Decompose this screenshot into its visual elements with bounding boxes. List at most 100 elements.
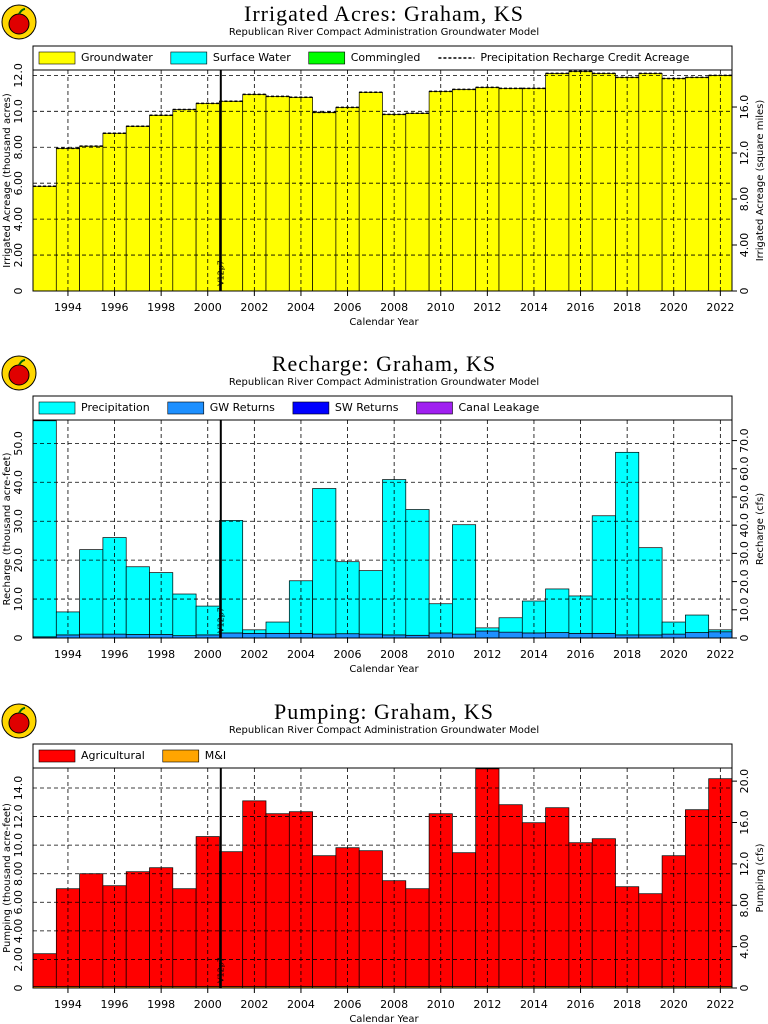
legend-label: SW Returns (335, 401, 399, 414)
x-tick-label: 2000 (194, 301, 222, 314)
bar (358, 570, 383, 635)
legend-swatch (416, 401, 453, 415)
legend-swatch (167, 401, 205, 415)
x-tick-label: 2018 (613, 648, 641, 661)
y2-tick-label: 16.0 (738, 810, 751, 835)
bar (591, 632, 616, 639)
x-tick-label: 2004 (287, 648, 315, 661)
y-axis-label: Pumping (thousand acre-feet) (2, 803, 13, 953)
legend-label: Surface Water (213, 51, 291, 64)
bar (79, 633, 104, 639)
x-tick-label: 2012 (473, 648, 501, 661)
legend-swatch (292, 401, 330, 415)
y-tick-label: 4.00 (12, 207, 25, 232)
bar (452, 852, 477, 987)
annotation-label: V12p7 (216, 260, 225, 286)
x-tick-label: 1996 (101, 648, 129, 661)
x-tick-label: 2006 (334, 648, 362, 661)
bar (615, 451, 640, 636)
y-tick-label: 40.0 (12, 470, 25, 495)
y2-tick-label: 16.0 (738, 95, 751, 120)
x-tick-label: 2014 (520, 648, 548, 661)
bar (172, 109, 197, 292)
x-tick-label: 2002 (240, 301, 268, 314)
y-tick-label: 50.0 (12, 431, 25, 456)
bar (545, 73, 570, 292)
bar (265, 96, 290, 292)
bar (172, 593, 197, 637)
y-axis-label: Recharge (thousand acre-feet) (2, 452, 13, 605)
y2-tick-label: 0 (738, 985, 751, 992)
x-tick-label: 2010 (427, 998, 455, 1011)
bar (32, 420, 57, 638)
y-tick-label: 10.0 (12, 833, 25, 858)
logo (1, 355, 37, 391)
y-tick-label: 10.0 (12, 99, 25, 124)
legend-box (32, 743, 733, 769)
y2-tick-label: 60.0 (738, 457, 751, 482)
bar (265, 632, 290, 639)
bar (498, 631, 523, 639)
plot-frame (32, 767, 733, 989)
bar (591, 838, 616, 987)
x-tick-label: 2008 (380, 301, 408, 314)
y2-tick-label: 8.00 (738, 893, 751, 918)
x-tick-label: 1994 (54, 998, 82, 1011)
legend-box (32, 45, 733, 71)
bar (32, 953, 57, 987)
logo (1, 703, 37, 739)
annotation-label: V12p7 (216, 607, 225, 633)
bar (452, 89, 477, 292)
legend-label: Commingled (351, 51, 421, 64)
x-axis-label: Calendar Year (349, 1014, 419, 1024)
y2-axis-label: Irrigated Acreage (square miles) (755, 100, 766, 262)
bar (545, 632, 570, 639)
bar (125, 566, 150, 635)
y-tick-label: 20.0 (12, 548, 25, 573)
chart-subtitle: Republican River Compact Administration … (229, 377, 539, 388)
y-tick-label: 8.00 (12, 135, 25, 160)
bar (452, 524, 477, 635)
bar (265, 621, 290, 634)
chart-title: Irrigated Acres: Graham, KS (244, 1, 524, 26)
x-tick-label: 2000 (194, 998, 222, 1011)
bar (125, 634, 150, 639)
y2-tick-label: 12.0 (738, 852, 751, 877)
x-tick-label: 2008 (380, 998, 408, 1011)
bar (591, 515, 616, 634)
y2-tick-label: 50.0 (738, 485, 751, 510)
x-tick-label: 2022 (706, 998, 734, 1011)
bar (219, 520, 244, 634)
bar (125, 871, 150, 987)
y2-tick-label: 20.0 (738, 569, 751, 594)
legend-swatch (38, 401, 76, 415)
chart-subtitle: Republican River Compact Administration … (229, 725, 539, 736)
legend-swatch (38, 749, 76, 763)
y2-tick-label: 8.00 (738, 187, 751, 212)
chart-title: Pumping: Graham, KS (274, 699, 494, 724)
x-tick-label: 2004 (287, 998, 315, 1011)
bar (685, 77, 710, 292)
y-tick-label: 0 (12, 635, 25, 642)
legend-label: Agricultural (81, 749, 145, 762)
x-tick-label: 1998 (147, 648, 175, 661)
chart-title: Recharge: Graham, KS (272, 351, 496, 376)
plot-frame (32, 419, 733, 639)
bar (79, 145, 104, 292)
y-tick-label: 10.0 (12, 587, 25, 612)
x-tick-label: 2020 (660, 998, 688, 1011)
plot-frame (32, 69, 733, 292)
y-tick-label: 4.00 (12, 919, 25, 944)
bar (358, 850, 383, 987)
y2-tick-label: 12.0 (738, 141, 751, 166)
bar (312, 112, 337, 292)
bar (79, 873, 104, 987)
bar (32, 185, 57, 292)
y-tick-label: 6.00 (12, 890, 25, 915)
x-tick-label: 2004 (287, 301, 315, 314)
bar (568, 595, 593, 634)
y-tick-label: 30.0 (12, 509, 25, 534)
x-tick-label: 2000 (194, 648, 222, 661)
legend-label: Precipitation Recharge Credit Acreage (480, 51, 689, 64)
x-tick-label: 2008 (380, 648, 408, 661)
